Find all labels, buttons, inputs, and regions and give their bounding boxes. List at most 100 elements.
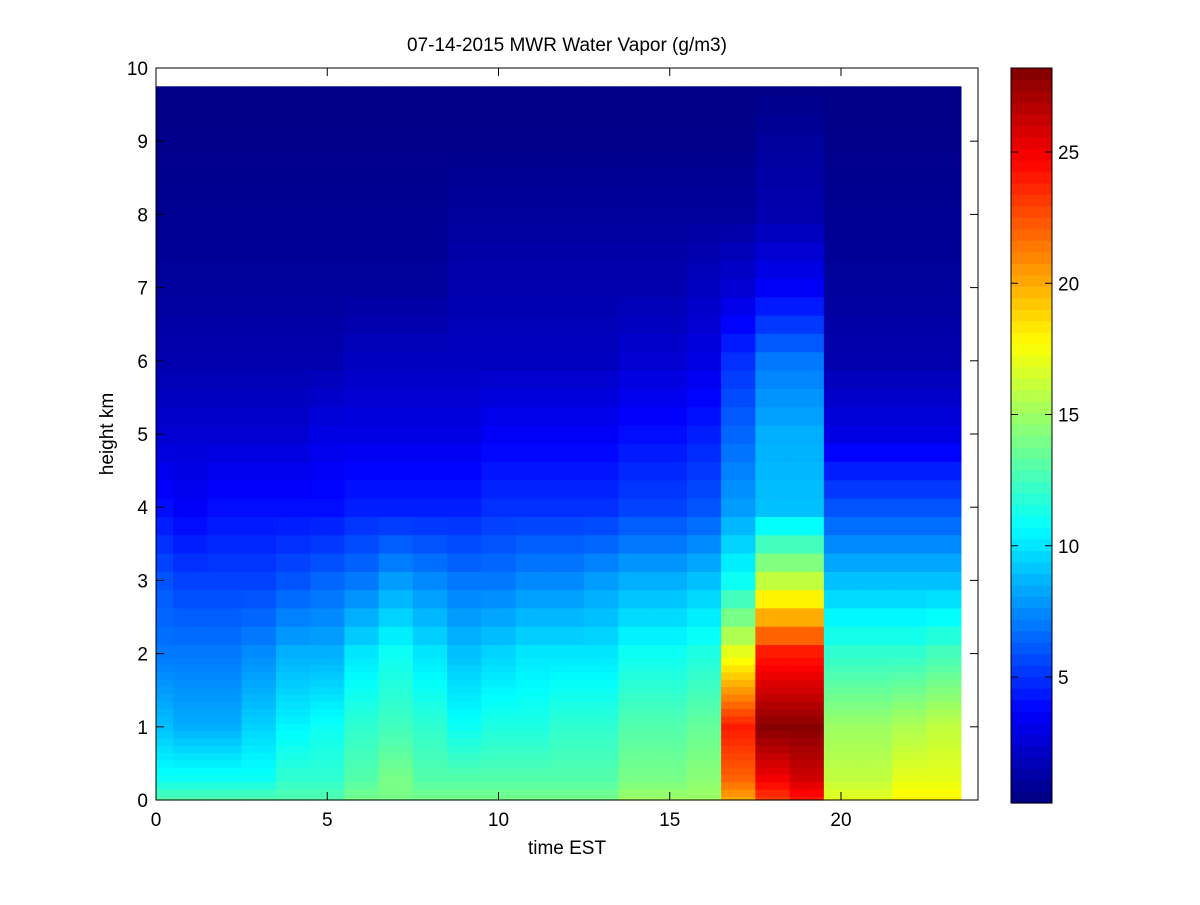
heatmap-cell [481, 730, 517, 739]
heatmap-cell [823, 664, 859, 673]
heatmap-cell [789, 278, 825, 298]
heatmap-cell [378, 534, 414, 554]
colorbar-segment [1011, 722, 1052, 735]
heatmap-cell [344, 715, 380, 724]
heatmap-cell [686, 679, 722, 688]
heatmap-cell [789, 657, 825, 666]
heatmap-cell [173, 664, 208, 673]
heatmap-cell [584, 664, 619, 673]
heatmap-cell [892, 223, 928, 243]
heatmap-cell [926, 351, 962, 371]
heatmap-cell [721, 315, 756, 334]
heatmap-cell [275, 745, 311, 754]
heatmap-cell [686, 95, 722, 115]
heatmap-cell [447, 479, 482, 499]
heatmap-cell [344, 796, 380, 801]
heatmap-cell [310, 693, 345, 702]
heatmap-cell [789, 534, 825, 554]
heatmap-cell [412, 205, 448, 225]
heatmap-cell [207, 693, 243, 702]
heatmap-cell [515, 759, 551, 768]
heatmap-cell [584, 657, 619, 666]
y-tick-label: 8 [137, 205, 148, 226]
heatmap-cell [892, 406, 928, 426]
heatmap-cell [549, 767, 585, 775]
heatmap-cell [549, 664, 585, 673]
heatmap-cell [549, 534, 585, 554]
heatmap-cell [447, 168, 482, 188]
heatmap-cell [686, 498, 722, 517]
heatmap-cell [618, 86, 654, 97]
heatmap-cell [584, 498, 619, 517]
heatmap-cell [241, 498, 277, 517]
heatmap-cell [275, 132, 311, 151]
heatmap-cell [344, 723, 380, 732]
heatmap-cell [481, 752, 517, 761]
heatmap-cell [156, 730, 174, 739]
heatmap-cell [755, 260, 791, 280]
heatmap-cell [447, 767, 482, 775]
heatmap-cell [481, 95, 517, 115]
heatmap-cell [926, 723, 962, 732]
heatmap-cell [755, 461, 791, 481]
y-tick-label: 0 [137, 791, 148, 812]
heatmap-cell [618, 260, 654, 280]
heatmap-cell [823, 534, 859, 554]
heatmap-cell [858, 461, 893, 481]
heatmap-cell [823, 296, 859, 316]
heatmap-cell [926, 424, 962, 444]
heatmap-cell [721, 796, 756, 801]
heatmap-cell [275, 351, 311, 371]
heatmap-cell [892, 686, 928, 695]
heatmap-cell [515, 260, 551, 280]
heatmap-cell [789, 671, 825, 680]
heatmap-cell [310, 679, 345, 688]
heatmap-cell [892, 369, 928, 389]
heatmap-cell [858, 723, 893, 732]
heatmap-cell [618, 607, 654, 627]
heatmap-cells [156, 86, 962, 801]
heatmap-cell [344, 223, 380, 243]
heatmap-cell [481, 388, 517, 408]
heatmap-cell [481, 406, 517, 426]
colorbar-segment [1011, 366, 1052, 379]
heatmap-cell [412, 351, 448, 371]
heatmap-cell [584, 715, 619, 724]
heatmap-cell [755, 789, 791, 797]
heatmap-cell [823, 644, 859, 658]
heatmap-cell [858, 351, 893, 371]
heatmap-cell [515, 479, 551, 499]
heatmap-cell [892, 774, 928, 783]
colorbar-segment [1011, 378, 1052, 391]
colorbar-segment [1011, 561, 1052, 574]
heatmap-cell [156, 774, 174, 783]
heatmap-cell [207, 424, 243, 444]
heatmap-cell [310, 781, 345, 790]
heatmap-cell [412, 260, 448, 280]
heatmap-cell [721, 737, 756, 746]
heatmap-cell [721, 95, 756, 115]
heatmap-cell [926, 461, 962, 481]
heatmap-cell [858, 626, 893, 646]
heatmap-cell [515, 113, 551, 133]
heatmap-cell [156, 443, 174, 463]
heatmap-cell [584, 186, 619, 206]
heatmap-cell [549, 571, 585, 591]
heatmap-cell [447, 95, 482, 115]
heatmap-cell [344, 679, 380, 688]
heatmap-cell [310, 498, 345, 517]
heatmap-cell [789, 241, 825, 261]
heatmap-cell [515, 351, 551, 371]
heatmap-cell [858, 701, 893, 710]
heatmap-cell [686, 723, 722, 732]
heatmap-cell [275, 774, 311, 783]
heatmap-cell [241, 644, 277, 658]
y-axis: 0 1 2 3 4 5 6 7 8 9 10 [127, 59, 978, 812]
heatmap-cell [156, 186, 174, 206]
heatmap-cell [481, 745, 517, 754]
heatmap-cell [892, 86, 928, 97]
colorbar-segment [1011, 435, 1052, 448]
heatmap-cell [892, 701, 928, 710]
heatmap-cell [686, 774, 722, 783]
heatmap-cell [515, 752, 551, 761]
